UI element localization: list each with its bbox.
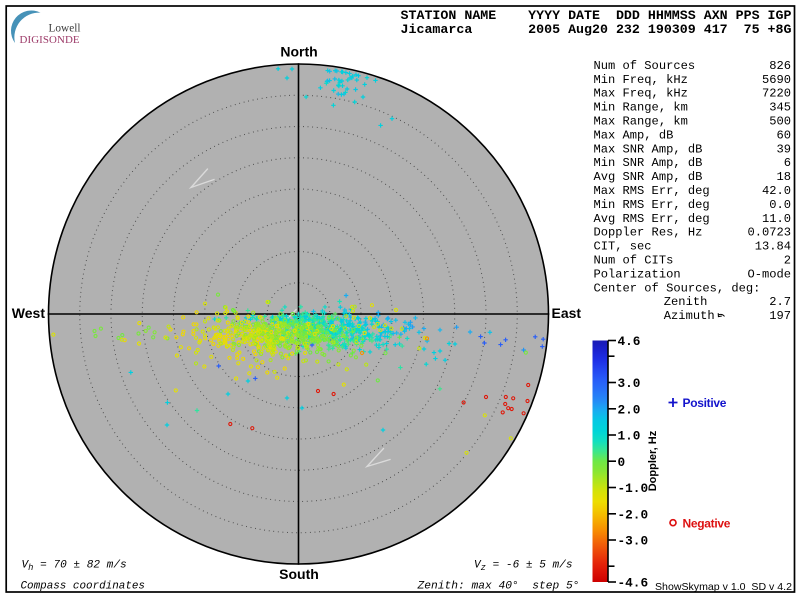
svg-text:Max RMS Err, deg: Max RMS Err, deg — [594, 184, 710, 198]
svg-text:0.0: 0.0 — [769, 198, 791, 212]
svg-text:Doppler Res, Hz: Doppler Res, Hz — [594, 226, 703, 240]
svg-text:CIT, sec: CIT, sec — [594, 240, 652, 254]
svg-text:Zenith: Zenith — [664, 295, 708, 309]
svg-text:39: 39 — [776, 142, 791, 156]
svg-text:1.0: 1.0 — [618, 429, 641, 444]
svg-text:5690: 5690 — [762, 73, 791, 87]
svg-text:Lowell: Lowell — [49, 22, 81, 34]
svg-text:13.84: 13.84 — [755, 240, 791, 254]
svg-text:3.0: 3.0 — [618, 376, 641, 391]
svg-text:0: 0 — [618, 455, 626, 470]
svg-text:6: 6 — [784, 156, 791, 170]
svg-text:Num of CITs: Num of CITs — [594, 254, 674, 268]
svg-text:4.6: 4.6 — [618, 334, 641, 349]
svg-text:2.7: 2.7 — [769, 295, 791, 309]
svg-text:Negative: Negative — [683, 516, 731, 530]
svg-text:Max SNR Amp, dB: Max SNR Amp, dB — [594, 142, 703, 156]
svg-text:Zenith: max 40° step 5°: Zenith: max 40° step 5° — [416, 580, 579, 592]
svg-text:2: 2 — [784, 254, 791, 268]
svg-text:42.0: 42.0 — [762, 184, 791, 198]
svg-text:North: North — [280, 43, 317, 59]
svg-text:Max Range, km: Max Range, km — [594, 115, 688, 129]
svg-text:Vz = -6 ± 5 m/s: Vz = -6 ± 5 m/s — [474, 560, 573, 574]
svg-text:Min Range, km: Min Range, km — [594, 101, 688, 115]
svg-text:18: 18 — [776, 170, 791, 184]
svg-text:Min SNR Amp, dB: Min SNR Amp, dB — [594, 156, 703, 170]
svg-text:Avg RMS Err, deg: Avg RMS Err, deg — [594, 212, 710, 226]
svg-text:Compass coordinates: Compass coordinates — [21, 580, 146, 592]
svg-text:Max Amp, dB: Max Amp, dB — [594, 128, 674, 142]
svg-text:ShowSkymap v 1.0 SD v 4.2: ShowSkymap v 1.0 SD v 4.2 — [655, 581, 792, 593]
svg-text:Jicamarca 2005 Aug20 232: Jicamarca 2005 Aug20 232 190309 417 75 +… — [401, 22, 792, 37]
svg-text:60: 60 — [776, 128, 791, 142]
svg-text:11.0: 11.0 — [762, 212, 791, 226]
svg-text:Num of Sources: Num of Sources — [594, 59, 696, 73]
svg-text:O-mode: O-mode — [747, 267, 791, 281]
svg-text:STATION NAME YYYY DATE DDD: STATION NAME YYYY DATE DDD HHMMSS AXN PP… — [401, 8, 792, 23]
svg-text:DIGISONDE: DIGISONDE — [20, 34, 80, 46]
svg-text:0.0723: 0.0723 — [747, 226, 791, 240]
svg-text:500: 500 — [769, 115, 791, 129]
svg-text:-3.0: -3.0 — [618, 534, 649, 549]
svg-text:197: 197 — [769, 309, 791, 323]
svg-text:Avg SNR Amp, dB: Avg SNR Amp, dB — [594, 170, 703, 184]
svg-text:Positive: Positive — [683, 396, 727, 410]
svg-text:Min RMS Err, deg: Min RMS Err, deg — [594, 198, 710, 212]
svg-text:2.0: 2.0 — [618, 402, 641, 417]
svg-text:West: West — [12, 305, 46, 321]
svg-text:Polarization: Polarization — [594, 267, 681, 281]
svg-text:7220: 7220 — [762, 87, 791, 101]
svg-text:East: East — [552, 305, 582, 321]
svg-text:Vh = 70 ± 82 m/s: Vh = 70 ± 82 m/s — [22, 560, 127, 574]
svg-text:-2.0: -2.0 — [618, 507, 649, 522]
svg-text:Doppler, Hz: Doppler, Hz — [647, 430, 659, 491]
svg-text:Center of Sources, deg:: Center of Sources, deg: — [594, 281, 761, 295]
svg-text:-1.0: -1.0 — [618, 481, 649, 496]
svg-text:-4.6: -4.6 — [618, 576, 649, 591]
svg-text:Min Freq, kHz: Min Freq, kHz — [594, 73, 688, 87]
svg-text:Azimuth: Azimuth — [664, 309, 715, 323]
svg-text:South: South — [279, 566, 319, 582]
svg-text:Max Freq, kHz: Max Freq, kHz — [594, 87, 688, 101]
svg-text:345: 345 — [769, 101, 791, 115]
svg-text:826: 826 — [769, 59, 791, 73]
